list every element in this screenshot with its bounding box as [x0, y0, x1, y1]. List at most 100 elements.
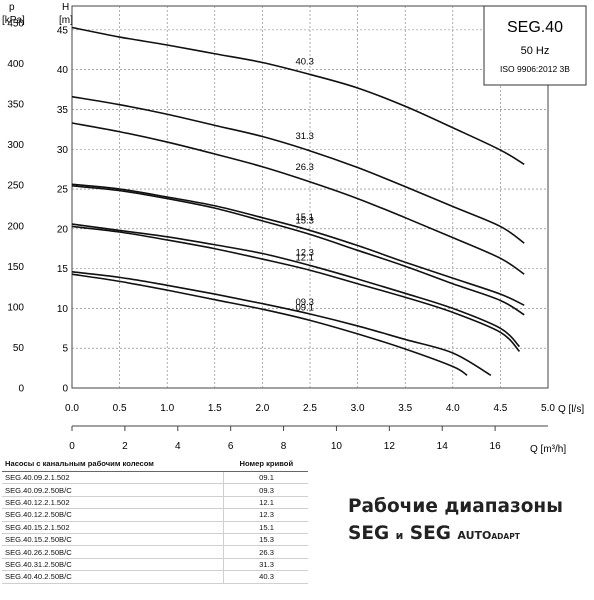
y-m-tick-label: 45: [57, 25, 69, 36]
x-tick-label: 4.5: [493, 403, 507, 414]
series-label-09.3: 09.3: [295, 297, 314, 308]
y-m-tick-label: 35: [57, 105, 69, 116]
x2-tick-label: 10: [331, 441, 343, 452]
series-line-12.1: [71, 225, 521, 352]
series-curves: 40.3 31.3 26.3 15.115.3 12.312.1 09.309.1: [71, 26, 525, 376]
header-pump-model: Насосы с канальным рабочим колесом: [2, 456, 224, 472]
x-tick-label: 2.5: [303, 403, 317, 414]
series-label-12.3: 12.3: [295, 247, 314, 258]
caption-seg-1: SEG: [348, 523, 390, 544]
table-row: SEG.40.15.2.50B/C 15.3: [2, 533, 308, 547]
y-kpa-tick-label: 350: [7, 100, 24, 111]
pump-model-cell: SEG.40.12.2.50B/C: [2, 508, 225, 522]
header-curve-number: Номер кривой: [223, 456, 308, 472]
curve-number-cell: 26.3: [223, 545, 308, 559]
frequency-label: 50 Hz: [521, 45, 550, 57]
curve-number-cell: 40.3: [223, 570, 308, 584]
chart-title: SEG.40: [507, 19, 563, 36]
x2-tick-label: 12: [384, 441, 396, 452]
x2-tick-label: 4: [175, 441, 181, 452]
x-tick-label: 2.0: [255, 403, 269, 414]
caption: Рабочие диапазоны SEG и SEG AUTOADAPT: [348, 496, 588, 544]
curve-number-cell: 15.1: [223, 521, 308, 534]
x2-tick-label: 8: [281, 441, 287, 452]
y-m-tick-label: 25: [57, 185, 69, 196]
y-m-tick-label: 40: [57, 65, 69, 76]
pump-table-container: Насосы с канальным рабочим колесом Номер…: [2, 456, 308, 584]
series-label-31.3: 31.3: [295, 131, 314, 142]
pump-model-cell: SEG.40.40.2.50B/C: [2, 570, 225, 584]
grid: [71, 5, 549, 389]
y-kpa-tick-label: 150: [7, 262, 24, 273]
y-m-tick-label: 0: [62, 384, 68, 395]
curve-number-cell: 09.3: [223, 483, 308, 497]
series-label-40.3: 40.3: [295, 56, 314, 67]
x-tick-label: 0.5: [113, 403, 127, 414]
y-m-tick-label: 10: [57, 304, 69, 315]
caption-seg-2: SEG: [409, 523, 451, 544]
y-m-tick-label: 15: [57, 264, 69, 275]
axes: 0.0 0.5 1.0 1.5 2.0 2.5 3.0 3.5 4.0 4.5 5.0 0 5 10 15 2…: [7, 18, 555, 452]
y-kpa-tick-label: 200: [7, 221, 24, 232]
series-line-40.3: [71, 26, 525, 166]
series-line-12.3: [71, 223, 521, 348]
x-tick-label: 1.0: [160, 403, 174, 414]
series-label-15.1: 15.1: [295, 212, 314, 223]
y-m-tick-label: 5: [62, 344, 68, 355]
series-label-26.3: 26.3: [295, 162, 314, 173]
y-left-label-unit: [kPa]: [2, 15, 25, 26]
pump-model-cell: SEG.40.26.2.50B/C: [2, 545, 225, 559]
x2-tick-label: 6: [228, 441, 234, 452]
y-kpa-tick-label: 400: [7, 59, 24, 70]
x-tick-label: 3.0: [351, 403, 365, 414]
table-row: SEG.40.09.2.1.502 09.1: [2, 471, 308, 485]
y-kpa-tick-label: 300: [7, 140, 24, 151]
pump-table: Насосы с канальным рабочим колесом Номер…: [2, 456, 308, 584]
table-row: SEG.40.26.2.50B/C 26.3: [2, 545, 308, 559]
series-line-26.3: [71, 122, 525, 275]
y-kpa-tick-label: 100: [7, 302, 24, 313]
caption-subtitle: SEG и SEG AUTOADAPT: [348, 523, 588, 544]
y-right-label-unit: [m]: [59, 15, 73, 26]
x-tick-label: 0.0: [65, 403, 79, 414]
table-row: SEG.40.40.2.50B/C 40.3: [2, 570, 308, 584]
info-box: [483, 5, 587, 86]
series-line-15.1: [71, 183, 525, 306]
pump-model-cell: SEG.40.09.2.50B/C: [2, 483, 225, 497]
table-row: SEG.40.15.2.1.502 15.1: [2, 521, 308, 534]
x2-tick-label: 0: [69, 441, 75, 452]
curve-number-cell: 31.3: [223, 558, 308, 572]
y-right-label-h: H: [62, 2, 69, 13]
caption-auto: AUTO: [457, 529, 492, 542]
series-label-12.1: 12.1: [295, 253, 314, 264]
caption-and: и: [395, 529, 404, 542]
table-body: SEG.40.09.2.1.502 09.1 SEG.40.09.2.50B/C 09…: [2, 471, 308, 584]
standard-label: ISO 9906:2012 3B: [500, 64, 570, 74]
series-line-31.3: [71, 95, 525, 244]
pump-model-cell: SEG.40.12.2.1.502: [2, 496, 225, 510]
table-header-row: Насосы с канальным рабочим колесом Номер…: [2, 456, 308, 472]
x-tick-label: 1.5: [208, 403, 222, 414]
y-kpa-tick-label: 250: [7, 181, 24, 192]
x2-tick-label: 14: [437, 441, 449, 452]
y-kpa-tick-label: 450: [7, 18, 24, 29]
curve-number-cell: 12.1: [223, 496, 308, 510]
table-row: SEG.40.12.2.1.502 12.1: [2, 496, 308, 510]
x2-axis-label: Q [m³/h]: [530, 444, 566, 455]
series-label-09.1: 09.1: [295, 303, 314, 314]
pump-model-cell: SEG.40.15.2.50B/C: [2, 533, 225, 547]
table-row: SEG.40.31.2.50B/C 31.3: [2, 558, 308, 572]
x-tick-label: 3.5: [398, 403, 412, 414]
series-line-15.3: [71, 185, 525, 316]
y-m-tick-label: 20: [57, 224, 69, 235]
table-row: SEG.40.12.2.50B/C 12.3: [2, 508, 308, 522]
series-line-09.1: [71, 273, 468, 376]
x-tick-label: 4.0: [446, 403, 460, 414]
table-row: SEG.40.09.2.50B/C 09.3: [2, 483, 308, 497]
pump-model-cell: SEG.40.09.2.1.502: [2, 471, 225, 485]
x-axis-label: Q [l/s]: [558, 404, 584, 415]
x2-tick-label: 2: [122, 441, 128, 452]
pump-model-cell: SEG.40.15.2.1.502: [2, 521, 225, 534]
curve-number-cell: 15.3: [223, 533, 308, 547]
